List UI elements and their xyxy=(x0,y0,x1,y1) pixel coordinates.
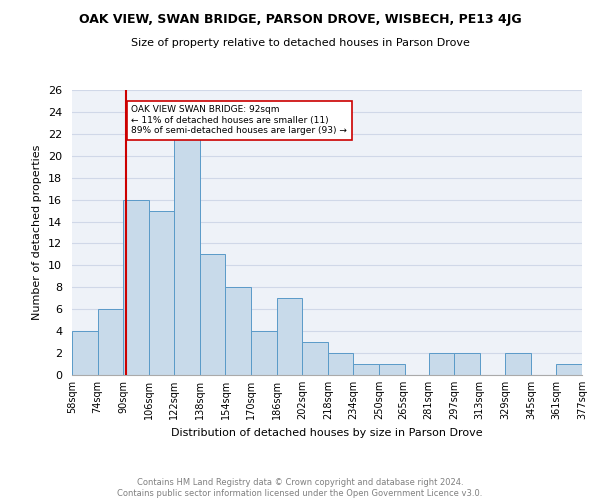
Bar xyxy=(277,298,302,375)
Bar xyxy=(379,364,404,375)
Bar xyxy=(226,288,251,375)
Y-axis label: Number of detached properties: Number of detached properties xyxy=(32,145,43,320)
Text: Contains HM Land Registry data © Crown copyright and database right 2024.
Contai: Contains HM Land Registry data © Crown c… xyxy=(118,478,482,498)
Bar xyxy=(505,353,531,375)
Bar xyxy=(200,254,226,375)
Bar xyxy=(72,331,98,375)
Bar xyxy=(556,364,582,375)
Bar xyxy=(353,364,379,375)
Bar xyxy=(149,210,175,375)
Bar xyxy=(328,353,353,375)
Bar xyxy=(302,342,328,375)
Bar xyxy=(98,309,123,375)
Text: OAK VIEW SWAN BRIDGE: 92sqm
← 11% of detached houses are smaller (11)
89% of sem: OAK VIEW SWAN BRIDGE: 92sqm ← 11% of det… xyxy=(131,106,347,135)
Bar xyxy=(175,134,200,375)
Text: Size of property relative to detached houses in Parson Drove: Size of property relative to detached ho… xyxy=(131,38,469,48)
X-axis label: Distribution of detached houses by size in Parson Drove: Distribution of detached houses by size … xyxy=(171,428,483,438)
Bar xyxy=(251,331,277,375)
Text: OAK VIEW, SWAN BRIDGE, PARSON DROVE, WISBECH, PE13 4JG: OAK VIEW, SWAN BRIDGE, PARSON DROVE, WIS… xyxy=(79,12,521,26)
Bar xyxy=(428,353,454,375)
Bar xyxy=(123,200,149,375)
Bar xyxy=(454,353,479,375)
